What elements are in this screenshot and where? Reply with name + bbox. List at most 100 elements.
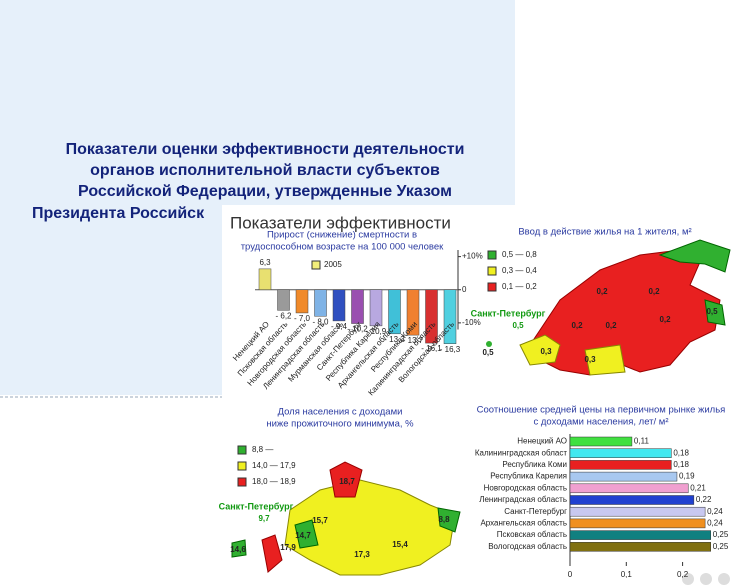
bar [406, 289, 420, 336]
bar [314, 289, 327, 317]
legend-swatch [237, 445, 247, 455]
map-label: 17,3 [354, 550, 370, 559]
value-label: - 10,2 [347, 325, 368, 334]
value-label: 0,11 [634, 437, 650, 446]
value-label: 0,25 [713, 530, 729, 539]
slide-title: органов исполнительной власти субъектов [90, 162, 440, 179]
region [529, 249, 721, 376]
y-tick-label: Архангельская область [480, 519, 567, 528]
x-tick-label: 0,1 [621, 570, 633, 579]
map-label: 18,7 [339, 477, 355, 486]
bar [569, 460, 672, 470]
bar [569, 483, 689, 494]
legend-label: 18,0 — 18,9 [252, 477, 296, 486]
map-label: 0,2 [648, 287, 660, 296]
bar [443, 289, 457, 344]
region [437, 507, 461, 533]
map-label: 0,2 [571, 321, 583, 330]
value-label: 0,24 [707, 519, 723, 528]
y-tick-label: +10% [462, 252, 483, 261]
map-label: 17,9 [280, 543, 296, 552]
x-tick-label: 0 [568, 570, 573, 579]
value-label: - 16,3 [440, 345, 461, 354]
map-label: 0,2 [659, 315, 671, 324]
bar [369, 289, 383, 327]
bar [351, 289, 364, 324]
y-tick-label: -10% [462, 318, 481, 327]
legend-swatch [311, 260, 321, 270]
slide-title: Показатели оценки эффективности деятельн… [66, 141, 465, 158]
legend-label: 2005 [324, 260, 342, 269]
bar [569, 530, 711, 540]
map-label: 0,3 [540, 347, 552, 356]
bar [569, 542, 711, 552]
y-tick-label: Санкт-Петербург [504, 507, 567, 516]
bar [569, 518, 706, 529]
chart-title: трудоспособном возрасте на 100 000 челов… [241, 242, 444, 253]
value-label: - 13,7 [403, 336, 424, 345]
chart-title: Ввод в действие жилья на 1 жителя, м² [518, 227, 691, 238]
y-tick-label: 0 [462, 285, 467, 294]
city-value: 9,7 [258, 514, 270, 523]
region [519, 334, 561, 366]
bar [569, 448, 672, 458]
bar [258, 268, 272, 291]
bar [569, 506, 706, 517]
bar [569, 495, 695, 505]
nav [682, 573, 730, 585]
nav-button[interactable] [682, 573, 694, 585]
nav-button[interactable] [718, 573, 730, 585]
map-label: 0,2 [605, 321, 617, 330]
city-value: 0,5 [512, 321, 524, 330]
value-label: - 13,3 [384, 335, 405, 344]
legend-swatch [237, 477, 247, 487]
map-label: 0,5 [706, 307, 718, 316]
value-label: - 10,9 [366, 327, 387, 336]
legend-swatch [487, 266, 497, 276]
legend-swatch [237, 461, 247, 471]
legend-swatch [487, 250, 497, 260]
legend-label: 0,3 — 0,4 [502, 266, 537, 275]
value-label: 0,22 [696, 495, 712, 504]
region [284, 479, 456, 576]
y-tick-label: Новгородская область [484, 483, 567, 492]
region [658, 239, 731, 273]
legend-label: 14,0 — 17,9 [252, 461, 296, 470]
bar [388, 289, 401, 335]
bar [569, 436, 633, 447]
legend-label: 0,1 — 0,2 [502, 282, 537, 291]
map-label: 14,7 [295, 531, 311, 540]
bar [425, 289, 438, 344]
bar [295, 289, 309, 314]
chart-title: Доля населения с доходами [278, 407, 403, 418]
nav-button[interactable] [700, 573, 712, 585]
region [261, 534, 283, 573]
y-tick-label: Ленинградская область [479, 495, 567, 504]
map-label: 0,5 [482, 348, 494, 357]
y-tick-label: Ненецкий АО [517, 437, 567, 446]
y-tick-label: Республика Коми [502, 460, 567, 469]
bar [569, 471, 678, 482]
y-tick-label: Псковская область [497, 530, 567, 539]
bar [332, 289, 346, 322]
value-label: 0,18 [673, 448, 689, 457]
slide-title: Президента Российск [32, 205, 205, 222]
region [486, 341, 492, 347]
value-label: 6,3 [259, 258, 271, 267]
region [294, 519, 319, 549]
slide-title: Российской Федерации, утвержденные Указо… [78, 183, 452, 200]
value-label: - 6,2 [275, 311, 292, 320]
value-label: - 9,4 [331, 322, 348, 331]
map-label: 14,6 [230, 545, 246, 554]
value-label: 0,21 [690, 483, 706, 492]
panel-header: Показатели эффективности [230, 213, 451, 232]
x-tick-label: 0,2 [677, 570, 689, 579]
region [584, 344, 626, 376]
map-label: 8,8 [438, 515, 450, 524]
chart-title: с доходами населения, лет/ м² [533, 417, 668, 428]
legend-swatch [487, 282, 497, 292]
y-tick-label: Вологодская область [488, 542, 567, 551]
value-label: - 16,1 [421, 344, 442, 353]
legend-label: 0,5 — 0,8 [502, 250, 537, 259]
